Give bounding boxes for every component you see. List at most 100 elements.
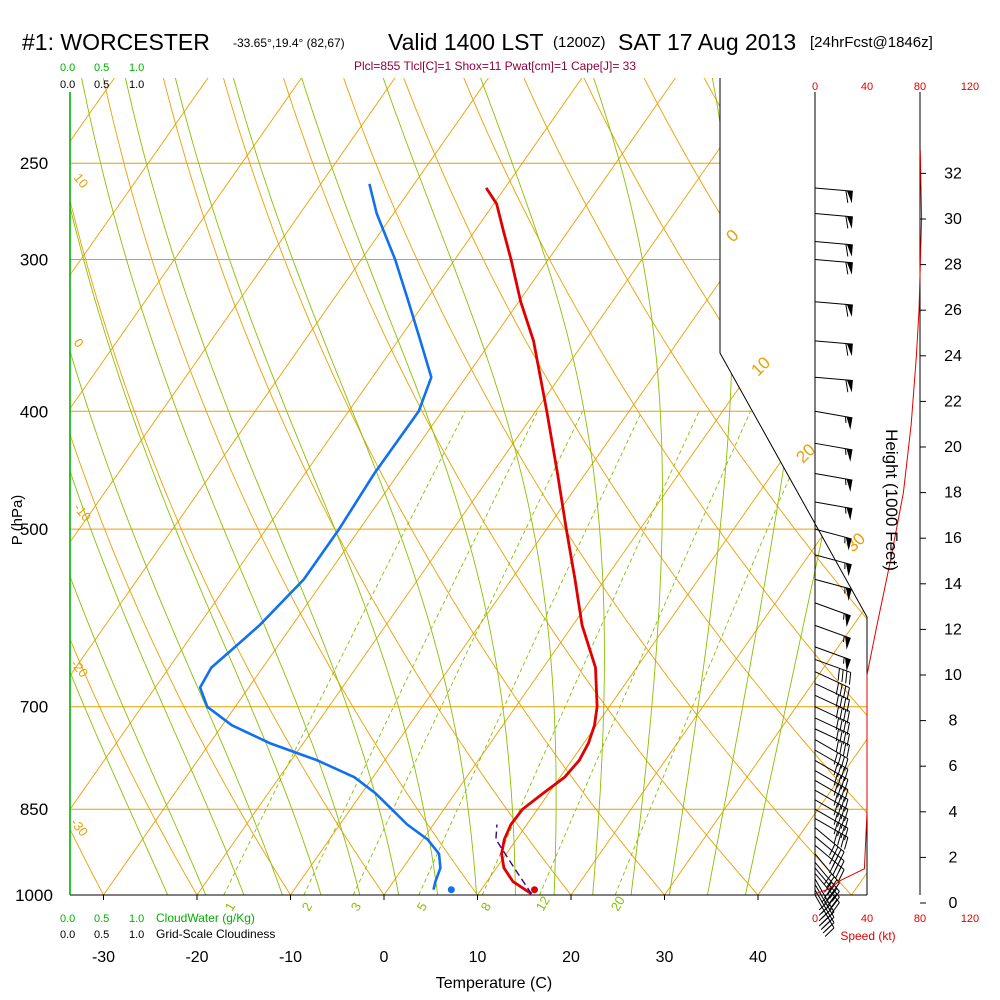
wind-speed-panel xyxy=(814,150,923,895)
wind-barb-feather xyxy=(845,670,848,684)
wind-barb xyxy=(814,827,845,864)
wind-barb xyxy=(814,853,840,894)
speed-tick-label-top: 80 xyxy=(914,81,926,93)
dry-adiabat-line xyxy=(70,78,403,895)
wind-barb-feather xyxy=(840,797,845,810)
wind-barb-flag xyxy=(846,416,853,430)
mixing-ratio-label: 8 xyxy=(478,900,495,914)
wind-barb-flag xyxy=(845,537,852,551)
wind-barb-feather xyxy=(837,824,842,837)
valid-date: SAT 17 Aug 2013 xyxy=(618,29,796,55)
moist-adiabat-line xyxy=(468,78,605,895)
moist-adiabat-line xyxy=(291,78,517,895)
mixing-ratio-line xyxy=(303,411,539,895)
wind-barb-staff xyxy=(814,867,840,898)
wind-barb-feather xyxy=(835,717,840,730)
wind-barb-flag xyxy=(846,304,853,317)
forecast-tag: [24hrFcst@1846z] xyxy=(810,34,933,51)
dry-adiabat-label: -20 xyxy=(68,656,92,680)
wind-barb-feather xyxy=(829,844,836,856)
isotherm-line xyxy=(927,45,1000,920)
wind-barb-feather xyxy=(837,795,842,808)
wind-barb-flag xyxy=(845,587,852,601)
dry-adiabat-line xyxy=(273,78,782,895)
wind-barb-staff xyxy=(814,602,851,617)
height-tick-label: 30 xyxy=(944,211,962,228)
wind-barb-feather xyxy=(833,752,838,765)
isotherm-line xyxy=(646,78,867,895)
wind-barb-feather xyxy=(840,826,845,839)
wind-barb-feather xyxy=(846,733,850,747)
wind-barb-staff xyxy=(814,376,853,382)
wind-barb xyxy=(814,213,853,229)
wind-barb-feather xyxy=(820,904,831,914)
wind-barb-feather xyxy=(824,887,833,899)
wind-barb-half-feather xyxy=(842,657,845,664)
wind-barb-feather xyxy=(842,720,847,734)
dry-adiabat-line xyxy=(332,78,867,895)
wind-barb-staff xyxy=(814,578,852,590)
wind-barb-feather xyxy=(835,849,842,861)
cloud-top-label-1: 0.5 xyxy=(94,62,109,74)
wind-barb xyxy=(814,301,853,317)
height-tick-label: 28 xyxy=(944,257,962,274)
isotherm-line xyxy=(833,78,867,895)
moist-adiabat-line xyxy=(581,78,663,895)
speed-tick-label-top: 40 xyxy=(861,81,873,93)
wind-speed-line xyxy=(814,150,923,895)
wind-barb-feather xyxy=(840,807,845,820)
dewpoint-line xyxy=(198,183,442,890)
x-tick-label: 40 xyxy=(749,949,767,966)
wind-barb-feather xyxy=(835,682,840,695)
wind-barb-feather xyxy=(846,711,850,724)
dry-adiabat-line xyxy=(95,78,497,895)
wind-barb-feather xyxy=(846,699,850,712)
wind-barb-feather xyxy=(831,882,840,894)
wind-barb-feather xyxy=(841,669,844,683)
height-tick-label: 2 xyxy=(949,849,958,866)
isotherm-line xyxy=(0,45,44,920)
wind-barb-feather xyxy=(826,890,835,902)
wind-barb-feather xyxy=(832,846,839,859)
wind-barb-feather xyxy=(845,244,849,257)
x-tick-label: 10 xyxy=(469,949,487,966)
wind-barb-flag xyxy=(846,448,853,462)
wind-barb-feather xyxy=(848,672,852,685)
moist-adiabat-line xyxy=(117,78,404,895)
height-tick-label: 6 xyxy=(949,758,958,775)
wind-barb-feather xyxy=(842,697,847,711)
wind-barb-feather xyxy=(846,722,850,736)
height-tick-label: 26 xyxy=(944,302,962,319)
wind-barb-feather xyxy=(829,888,838,899)
wind-barb-feather xyxy=(846,744,850,758)
wind-barb xyxy=(814,717,850,747)
wind-barb-feather xyxy=(845,262,849,275)
wind-barb-feather xyxy=(845,343,849,356)
wind-barb-feather xyxy=(833,831,838,844)
wind-barb xyxy=(814,749,849,782)
moist-adiabat-line xyxy=(167,78,442,895)
wind-barb xyxy=(814,844,845,881)
wind-barb-staff xyxy=(814,340,853,345)
mixing-ratio-label: 5 xyxy=(414,900,431,914)
dry-adiabat-line xyxy=(568,78,867,895)
wind-barb-half-feather xyxy=(842,613,845,620)
wind-barb-feather xyxy=(829,893,838,905)
wind-barb xyxy=(814,442,853,462)
wind-barb-feather xyxy=(824,893,833,904)
wind-barb-feather xyxy=(833,793,838,806)
wind-barb-flag xyxy=(846,190,853,204)
wind-barb-staff xyxy=(814,554,852,566)
isotherm-label: 0 xyxy=(722,226,742,246)
wind-barb-staff xyxy=(814,213,853,218)
wind-barb-flag xyxy=(846,479,853,492)
pressure-tick-label: 700 xyxy=(20,698,48,717)
wind-barb-feather xyxy=(831,896,840,908)
mixing-ratio-line xyxy=(352,411,584,895)
wind-barb-feather xyxy=(833,822,838,835)
cloud-bottom-label-1: 0.5 xyxy=(94,913,109,925)
wind-barb-feather xyxy=(818,901,829,911)
wind-barb-flag xyxy=(846,262,853,275)
temperature-line xyxy=(485,187,599,895)
